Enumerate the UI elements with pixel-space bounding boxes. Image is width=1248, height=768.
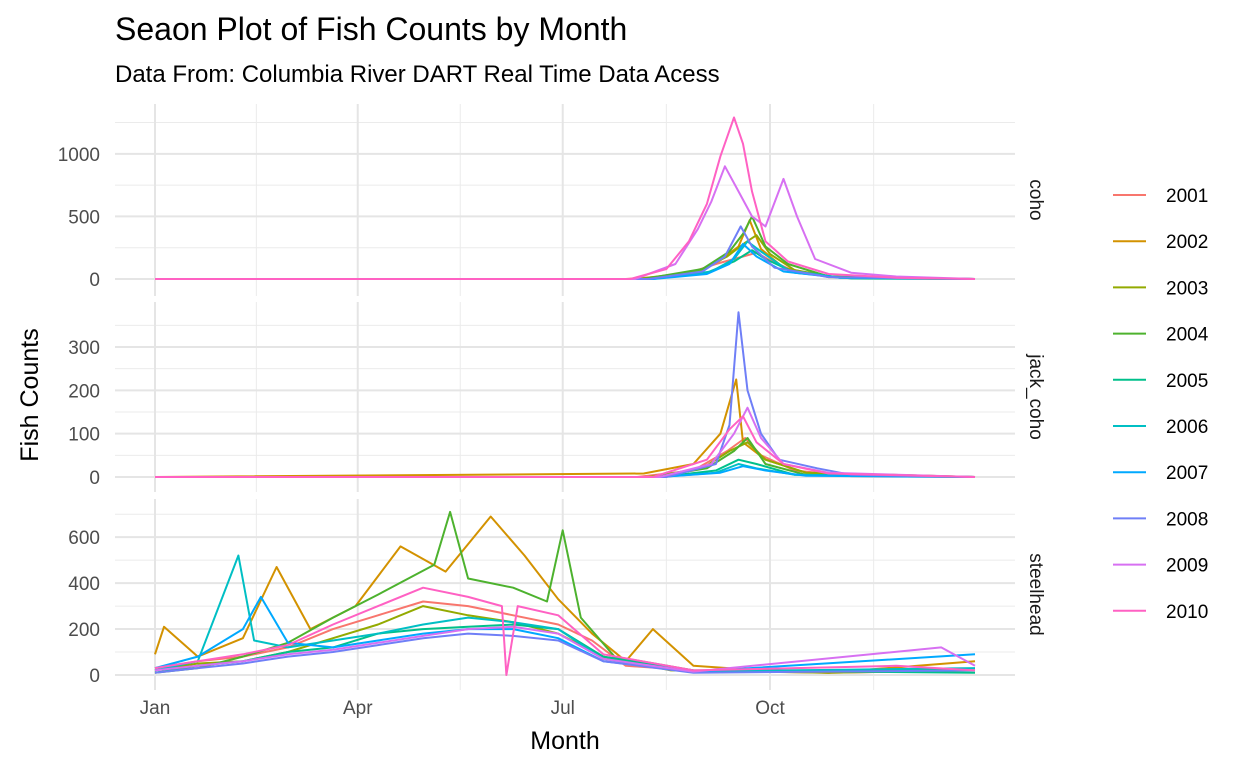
y-tick-label: 400 [68,574,100,595]
series-line-jack_coho-2002 [154,378,976,478]
series-line-coho-2004 [155,215,976,280]
series-line-jack_coho-2004 [155,437,976,478]
y-tick-label: 500 [68,207,100,228]
series-line-steelhead-2010 [154,586,976,676]
y-tick-label: 0 [89,270,100,291]
facet-panels: 0 500 1000 coho 0 100 200 300 jack_coho 0 200 400 60… [58,104,1046,690]
x-axis: Jan Apr Jul Oct [140,698,786,719]
y-tick-label: 600 [68,528,100,549]
chart-subtitle: Data From: Columbia River DART Real Time… [115,61,720,88]
series-line-coho-2008 [155,225,976,280]
x-axis-title: Month [530,727,599,755]
x-tick-label: Jan [140,698,171,719]
legend-label-2007: 2007 [1166,463,1208,484]
legend-label-2004: 2004 [1166,325,1209,346]
y-tick-label: 0 [89,468,100,489]
legend: 2001 2002 2003 2004 2005 2006 2007 2008 2009 2010 [1113,186,1209,623]
y-tick-label: 300 [68,338,100,359]
series-line-coho-2009 [155,165,976,280]
legend-label-2003: 2003 [1166,278,1208,299]
facet-strip-label: steelhead [1025,553,1046,635]
legend-label-2005: 2005 [1166,371,1208,392]
legend-label-2010: 2010 [1166,602,1208,623]
series-line-steelhead-2009 [154,625,976,673]
series-line-steelhead-2002 [154,515,976,674]
series-line-coho-2002 [155,219,976,280]
series-line-jack_coho-2001 [155,437,976,478]
facet-strip-label: coho [1025,179,1046,220]
y-tick-label: 1000 [58,145,100,166]
series-line-jack_coho-2009 [155,406,976,478]
series-line-jack_coho-2003 [155,441,976,478]
y-tick-label: 0 [89,666,100,687]
y-tick-label: 200 [68,620,100,641]
y-axis-title: Fish Counts [16,328,44,461]
x-tick-label: Oct [755,698,785,719]
series-line-coho-2010 [155,116,976,280]
legend-label-2006: 2006 [1166,417,1208,438]
series-line-jack_coho-2010 [155,415,976,478]
x-tick-label: Jul [551,698,575,719]
y-tick-label: 100 [68,425,100,446]
facet-strip-label: jack_coho [1025,353,1046,440]
legend-label-2002: 2002 [1166,232,1208,253]
legend-label-2001: 2001 [1166,186,1208,207]
series-line-jack_coho-2008 [155,311,976,478]
legend-label-2008: 2008 [1166,509,1208,530]
x-tick-label: Apr [343,698,373,719]
panel-steelhead: 0 200 400 600 steelhead [68,499,1046,690]
legend-label-2009: 2009 [1166,556,1208,577]
panel-jack_coho: 0 100 200 300 jack_coho [68,302,1046,492]
y-tick-label: 200 [68,381,100,402]
chart-title: Seaon Plot of Fish Counts by Month [115,11,627,47]
panel-coho: 0 500 1000 coho [58,104,1046,296]
series-line-steelhead-2008 [154,632,976,674]
